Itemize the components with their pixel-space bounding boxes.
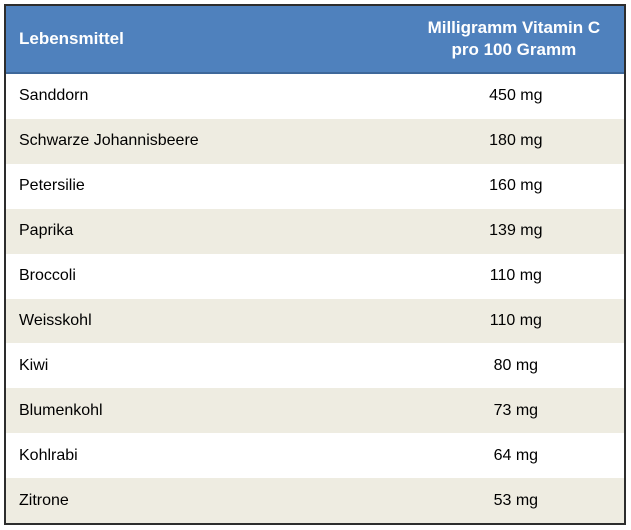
food-name-cell: Petersilie: [19, 177, 85, 195]
food-name-cell: Blumenkohl: [19, 401, 103, 419]
amount-cell: 53 mg: [493, 491, 539, 509]
table-row: Kohlrabi 64 mg: [6, 433, 624, 479]
table-row: Kiwi 80 mg: [6, 343, 624, 389]
header-amount-line2: pro 100 Gramm: [451, 40, 577, 59]
header-cell-amount: Milligramm Vitamin C pro 100 Gramm: [408, 17, 624, 61]
vitamin-c-table: Lebensmittel Milligramm Vitamin C pro 10…: [4, 4, 626, 525]
amount-cell: 73 mg: [493, 401, 539, 419]
table-row: Paprika 139 mg: [6, 208, 624, 254]
amount-cell: 139 mg: [489, 222, 543, 240]
header-cell-food: Lebensmittel: [19, 29, 124, 48]
table-row: Schwarze Johannisbeere 180 mg: [6, 118, 624, 164]
amount-cell: 450 mg: [489, 87, 543, 105]
food-name-cell: Sanddorn: [19, 87, 89, 105]
table-row: Zitrone 53 mg: [6, 478, 624, 524]
food-name-cell: Schwarze Johannisbeere: [19, 132, 199, 150]
amount-cell: 110 mg: [489, 267, 542, 285]
amount-cell: 110 mg: [489, 311, 542, 329]
header-amount-line1: Milligramm Vitamin C: [427, 17, 601, 37]
table-row: Weisskohl 110 mg: [6, 298, 624, 344]
table-row: Petersilie 160 mg: [6, 163, 624, 209]
table-row: Broccoli 110 mg: [6, 253, 624, 299]
amount-cell: 80 mg: [493, 356, 539, 374]
amount-cell: 160 mg: [489, 177, 543, 195]
table-row: Blumenkohl 73 mg: [6, 388, 624, 434]
amount-cell: 64 mg: [493, 446, 539, 464]
table-header-row: Lebensmittel Milligramm Vitamin C pro 10…: [6, 6, 624, 74]
table-body: Sanddorn 450 mg Schwarze Johannisbeere 1…: [6, 74, 624, 524]
food-name-cell: Paprika: [19, 222, 74, 240]
food-name-cell: Kohlrabi: [19, 446, 78, 464]
amount-cell: 180 mg: [489, 132, 543, 150]
food-name-cell: Weisskohl: [19, 311, 92, 329]
food-name-cell: Broccoli: [19, 267, 76, 285]
table-row: Sanddorn 450 mg: [6, 74, 624, 119]
food-name-cell: Zitrone: [19, 491, 69, 509]
food-name-cell: Kiwi: [19, 356, 49, 374]
